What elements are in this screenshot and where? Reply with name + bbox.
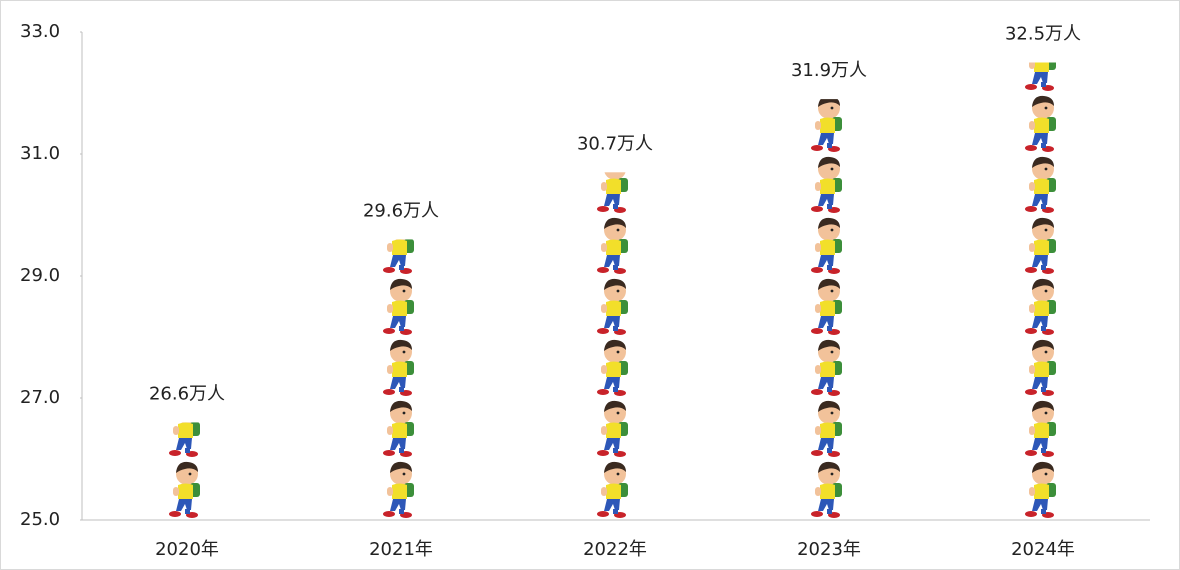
value-label: 32.5万人 xyxy=(1005,24,1081,45)
pictograph-bar xyxy=(593,172,637,520)
x-tick-label: 2021年 xyxy=(369,539,433,560)
y-tick-label: 29.0 xyxy=(20,265,60,286)
y-tick-label: 31.0 xyxy=(20,143,60,164)
page: {"chart_data": {"type": "pictograph", "c… xyxy=(0,0,1180,570)
pictograph-bar xyxy=(1021,63,1065,521)
chart: 25.0 27.0 29.0 31.0 33.0 2020年 26.6万人 2021年 29.6… xyxy=(0,0,1180,570)
pictograph-bar xyxy=(807,99,851,520)
y-tick-label: 25.0 xyxy=(20,509,60,530)
value-label: 31.9万人 xyxy=(791,60,867,81)
pictograph-bar xyxy=(379,239,423,520)
x-tick-label: 2022年 xyxy=(583,539,647,560)
pictograph-bar xyxy=(165,422,209,520)
value-label: 26.6万人 xyxy=(149,383,225,404)
value-label: 29.6万人 xyxy=(363,200,439,221)
x-tick-label: 2020年 xyxy=(155,539,219,560)
x-tick-label: 2023年 xyxy=(797,539,861,560)
y-tick-label: 33.0 xyxy=(20,21,60,42)
value-label: 30.7万人 xyxy=(577,133,653,154)
x-tick-label: 2024年 xyxy=(1011,539,1075,560)
y-tick-label: 27.0 xyxy=(20,387,60,408)
